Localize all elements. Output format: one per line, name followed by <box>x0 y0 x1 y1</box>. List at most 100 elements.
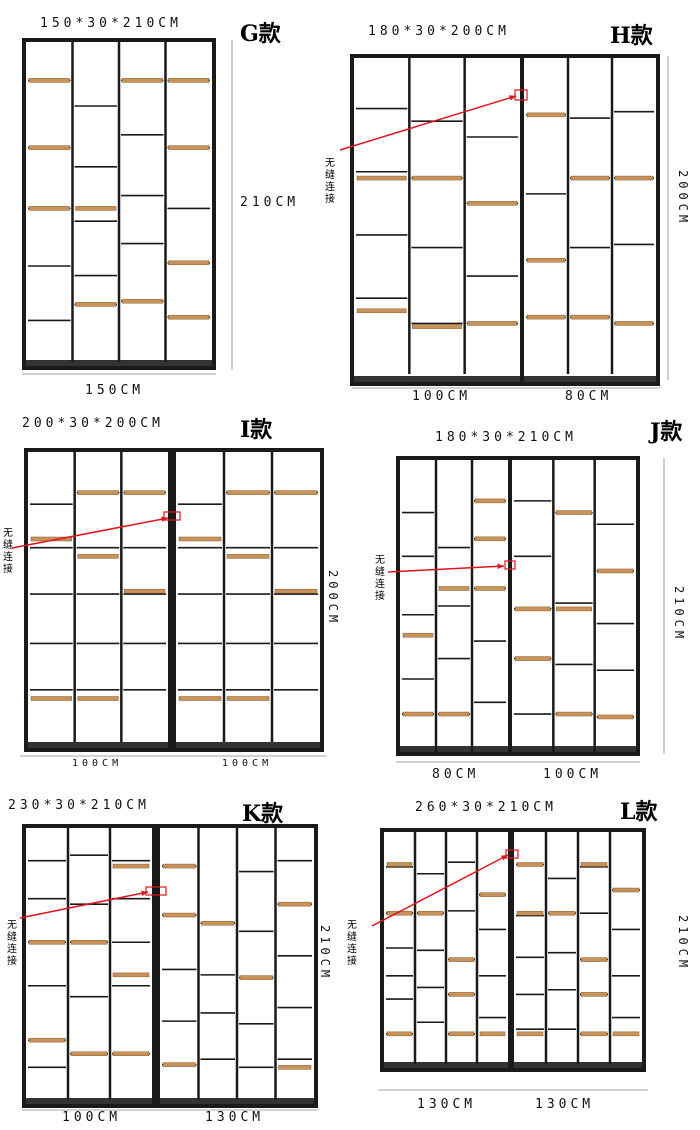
note-char: 缝 <box>7 932 17 943</box>
k-right-wood-shelf <box>278 1065 312 1070</box>
k-spec-label: 230*30*210CM <box>8 798 150 813</box>
k-left-wood-shelf <box>112 863 150 869</box>
k-cabinet-left-plinth <box>26 1098 152 1104</box>
k-cabinet-right-plinth <box>160 1098 314 1104</box>
l-left-wood-shelf <box>479 1031 506 1037</box>
note-char: 连 <box>325 182 335 193</box>
g-wood-shelf <box>28 206 70 211</box>
h-spec-label: 180*30*200CM <box>368 24 510 39</box>
k-right-wood-shelf <box>239 975 273 980</box>
note-char: 缝 <box>325 170 335 181</box>
note-char: 连 <box>375 579 385 590</box>
j-left-wood-shelf <box>438 711 470 717</box>
g-wood-shelf <box>75 302 117 307</box>
i-seamless-note: 无 缝 连 接 <box>2 528 14 576</box>
i-right-wood-shelf <box>226 490 270 495</box>
l-right-wood-shelf <box>580 957 608 962</box>
h-left-wood-shelf <box>356 308 407 314</box>
h-cabinet-left-frame <box>350 54 524 386</box>
j-arrow-head <box>497 563 504 570</box>
h-right-wood-shelf <box>570 175 610 181</box>
j-cabinet-right-frame <box>508 456 640 756</box>
h-left-wood-shelf <box>467 201 518 206</box>
l-left-wood-shelf <box>386 1031 413 1037</box>
k-width-label-right: 130CM <box>205 1110 265 1125</box>
l-arrow-highlight-box <box>505 849 519 859</box>
i-right-wood-shelf <box>274 490 318 495</box>
l-right-wood-shelf <box>612 1031 640 1037</box>
l-left-wood-shelf <box>479 892 506 897</box>
h-right-wood-shelf <box>526 257 566 263</box>
g-wood-shelf <box>168 314 210 320</box>
note-char: 接 <box>347 956 357 967</box>
note-char: 无 <box>7 920 17 931</box>
l-right-wood-shelf <box>580 862 608 867</box>
note-char: 无 <box>3 528 13 539</box>
g-width-label: 150CM <box>85 383 145 398</box>
h-right-wood-shelf <box>570 314 610 320</box>
note-char: 连 <box>7 944 17 955</box>
i-left-wood-shelf <box>124 588 166 594</box>
j-height-label: 210CM <box>672 586 686 643</box>
i-spec-label: 200*30*200CM <box>22 416 164 431</box>
h-left-wood-shelf <box>467 321 518 326</box>
note-char: 接 <box>375 591 385 602</box>
note-char: 连 <box>3 552 13 563</box>
i-right-wood-shelf <box>226 554 270 559</box>
note-char: 缝 <box>375 567 385 578</box>
g-wood-shelf <box>168 260 210 266</box>
k-left-wood-shelf <box>112 1051 150 1057</box>
k-height-label: 210CM <box>318 925 332 982</box>
k-arrow-line <box>19 891 149 919</box>
h-cabinet-right-frame <box>520 54 660 386</box>
k-right-wood-shelf <box>162 863 196 869</box>
j-title: J款 <box>650 419 683 445</box>
l-cabinet-left-plinth <box>384 1062 508 1068</box>
l-right-wood-shelf <box>580 1031 608 1037</box>
h-seamless-note: 无 缝 连 接 <box>324 158 336 206</box>
g-title: G款 <box>240 21 281 47</box>
i-left-wood-shelf <box>77 696 119 701</box>
l-right-wood-shelf <box>516 862 544 867</box>
h-left-wood-shelf <box>356 175 407 181</box>
j-left-wood-shelf <box>402 711 434 717</box>
i-width-label-left: 100CM <box>72 758 123 769</box>
j-width-label-left: 80CM <box>432 767 480 782</box>
l-title: L款 <box>620 799 658 825</box>
j-left-wood-shelf <box>438 586 470 591</box>
j-right-wood-shelf <box>556 606 592 612</box>
l-arrow-line <box>371 854 509 927</box>
note-char: 无 <box>375 555 385 566</box>
l-left-wood-shelf <box>448 1031 475 1037</box>
k-left-wood-shelf <box>28 939 66 945</box>
k-left-wood-shelf <box>70 1051 108 1057</box>
note-char: 缝 <box>3 540 13 551</box>
j-cabinet-right-plinth <box>512 746 636 752</box>
j-right-wood-shelf <box>556 510 592 515</box>
h-width-label-right: 80CM <box>565 389 613 404</box>
g-wood-shelf <box>121 298 163 304</box>
note-char: 缝 <box>347 932 357 943</box>
h-right-wood-shelf <box>614 321 654 326</box>
h-title: H款 <box>610 23 653 49</box>
j-right-wood-shelf <box>556 711 592 717</box>
g-cabinet-plinth <box>26 360 212 366</box>
i-right-wood-shelf <box>178 536 222 542</box>
g-wood-shelf <box>28 78 70 83</box>
j-right-wood-shelf <box>597 714 634 720</box>
h-arrow-line <box>339 95 517 151</box>
h-right-wood-shelf <box>614 175 654 181</box>
note-char: 接 <box>7 956 17 967</box>
j-right-wood-shelf <box>514 656 551 661</box>
i-cabinet-right-plinth <box>176 742 320 748</box>
note-char: 接 <box>325 194 335 205</box>
k-left-wood-shelf <box>112 972 150 978</box>
j-cabinet-left-plinth <box>400 746 508 752</box>
g-height-label: 210CM <box>240 195 300 210</box>
h-cabinet-right-plinth <box>524 376 656 382</box>
h-left-wood-shelf <box>412 324 462 329</box>
g-wood-shelf <box>168 78 210 83</box>
i-left-wood-shelf <box>124 490 166 495</box>
h-arrow-head <box>509 95 516 101</box>
